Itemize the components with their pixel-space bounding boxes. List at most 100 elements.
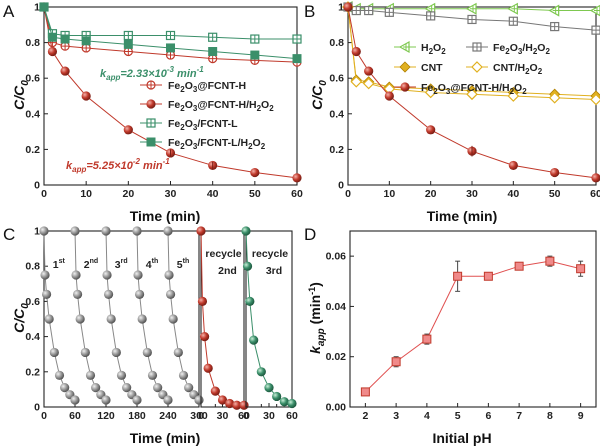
panel-b-point [343, 2, 353, 12]
panel-b-xtick-label: 50 [549, 188, 561, 200]
panel-d-xtick-label: 9 [578, 410, 584, 422]
panel-d-ytick-label: 0.04 [326, 301, 347, 313]
panel-c-recycle-3rd-point [287, 398, 297, 409]
panel-c-cycle-label: 3rd [115, 258, 128, 271]
panel-c-cycle-point [168, 314, 178, 324]
panel-d-point [514, 261, 524, 271]
panel-a-legend-label: Fe2O3/FCNT-L/H2O2 [168, 137, 266, 151]
panel-c-cycle-label: 2nd [84, 258, 98, 271]
panel-b-point [384, 91, 394, 101]
panel-a-legend-marker [146, 137, 156, 147]
panel-a-point [123, 125, 133, 135]
panel-d-point [545, 256, 555, 266]
panel-c-cycle-point [101, 226, 111, 236]
panel-c-cycle-point [142, 347, 152, 358]
panel-b-point [550, 21, 560, 32]
panel-b-legend-marker [398, 40, 410, 54]
panel-c-recycle-2nd-point [199, 332, 210, 342]
panel-c-cycles-ytick-label: 0 [34, 402, 40, 414]
panel-c-cycle-point [132, 226, 142, 236]
panel-c-recycle-3rd-point [241, 226, 251, 236]
panel-c-letter: C [3, 225, 15, 244]
panel-b-xtick-label: 20 [425, 188, 437, 200]
panel-a-xtick-label: 40 [207, 188, 219, 200]
panel-c-xlabel: Time (min) [130, 430, 201, 446]
panel-d-ytick-label: 0.02 [326, 351, 347, 363]
panel-b-ytick-label: 0.4 [329, 108, 344, 120]
panel-a: 0 10 20 30 40 50 60 0 0.2 0.4 0.6 0.8 1 Fe2O3@FCNT-H F… [25, 2, 303, 201]
panel-c-recycle-2nd-xtick-label: 60 [238, 410, 250, 422]
panel-c-cycles-xtick-label: 60 [69, 410, 81, 422]
panel-c-cycle-point [116, 370, 127, 380]
panel-a-xtick-label: 20 [122, 188, 134, 200]
panel-a-point [123, 39, 133, 49]
panel-c-cycle-point [163, 226, 173, 236]
panel-a-xtick-label: 30 [165, 188, 177, 200]
panel-c-recycle-2nd-point [239, 400, 249, 410]
panel-a-legend-label: Fe2O3@FCNT-H [168, 80, 246, 94]
panel-a-annotation-red: kapp=5.25×10-2 min-1 [66, 157, 170, 174]
panel-c-recycle-3rd-xtick-label: 30 [263, 410, 275, 422]
panel-a-point [165, 30, 176, 41]
panel-a-xtick-label: 10 [80, 188, 92, 200]
panel-a-point [166, 43, 175, 53]
panel-a-point [60, 66, 70, 76]
panel-a-point [292, 34, 302, 44]
panel-c-cycle-point [75, 314, 85, 324]
panel-c-cycle-point [103, 289, 114, 299]
panel-b-xlabel: Time (min) [427, 208, 498, 224]
panel-b-point [350, 75, 363, 88]
panel-b-ytick-label: 0.2 [329, 144, 344, 156]
panel-a-xtick-label: 50 [249, 188, 261, 200]
panel-c-cycles-ytick-label: 0.2 [25, 366, 40, 378]
panel-b-point [424, 86, 437, 99]
panel-a-ytick-label: 0.6 [25, 73, 40, 85]
panel-c-cycle-point [137, 314, 147, 324]
panel-c-recycle-3rd-point [242, 261, 253, 271]
panel-c-recycle-2nd-point [232, 400, 242, 410]
panel-d-point [391, 357, 401, 367]
panel-a-point [60, 34, 70, 44]
panel-b-point [384, 7, 394, 17]
panel-b-point [508, 160, 518, 171]
panel-c-cycle-point [164, 270, 174, 280]
panel-d-xtick-label: 3 [393, 410, 399, 422]
panel-c-cycles-ytick-label: 1 [34, 226, 40, 238]
panel-b-legend-label: CNT/H2O2 [493, 62, 543, 76]
panel-c-recycle-2nd-label: recycle [205, 248, 241, 260]
panel-d-ylabel: kapp (min-1) [307, 282, 327, 354]
panel-a-xtick-label: 0 [41, 188, 47, 200]
panel-a-ytick-label: 0 [34, 180, 40, 192]
panel-b-xtick-label: 10 [383, 188, 395, 200]
panel-d-point [576, 264, 586, 274]
panel-a-point [208, 47, 218, 56]
panel-b: 0 10 20 30 40 50 60 0 0.2 0.4 0.6 0.8 1 H2O2 Fe2O3/H2O… [329, 0, 600, 200]
panel-b-ytick-label: 0 [338, 180, 344, 192]
panel-c-recycle-3rd-label: recycle [252, 248, 288, 260]
panel-c-cycle-point [106, 314, 116, 324]
panel-a-point [47, 46, 58, 57]
panel-c-cycles-frame [43, 230, 200, 408]
panel-c-cycle-point [163, 395, 173, 405]
panel-c-cycle-point [40, 270, 50, 280]
panel-a-ylabel: C/C0 [11, 80, 31, 110]
panel-b-point [426, 11, 436, 21]
panel-a-legend-marker [146, 80, 156, 90]
panel-c-recycle-2nd-point [210, 386, 220, 396]
panel-c-recycle-2nd-point [197, 296, 208, 306]
panel-c-cycle-point [101, 395, 111, 405]
panel-d-ytick-label: 0.06 [326, 251, 347, 263]
panel-a-point [81, 36, 91, 46]
panel-c-recycle-2nd-point [217, 395, 228, 405]
panel-b-point [465, 2, 477, 15]
panel-c-cycle-point [165, 289, 176, 299]
panel-c-cycle-point [184, 383, 194, 393]
panel-c-recycle-3rd-point [264, 383, 274, 393]
panel-b-point [364, 66, 374, 76]
panel-c-cycle-label: 1st [53, 258, 66, 271]
panel-d-xtick-label: 4 [424, 410, 430, 422]
panel-c-recycle-3rd-point [272, 391, 282, 402]
panel-a-legend-label: Fe2O3/FCNT-L [168, 118, 238, 132]
panel-a-annotation-green: kapp=2.33×10-3 min-1 [100, 65, 204, 82]
